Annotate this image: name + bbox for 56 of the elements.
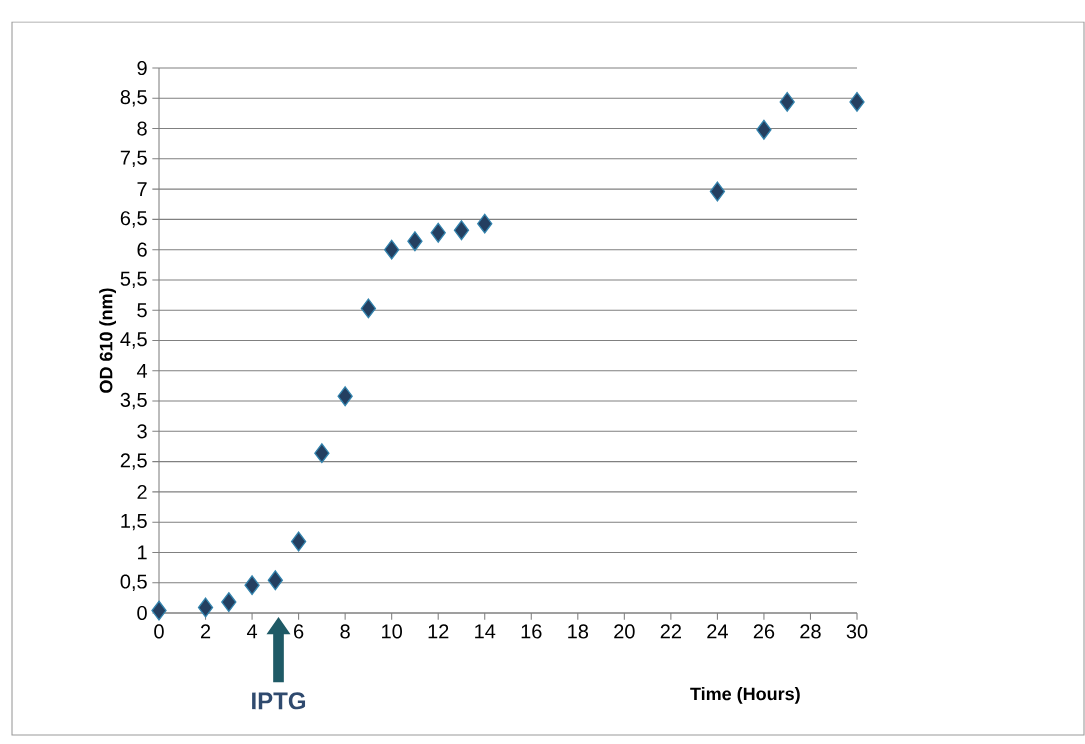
y-tick-label: 6 — [137, 242, 147, 257]
y-tick-label: 2 — [137, 484, 147, 499]
x-tick-label: 8 — [340, 624, 350, 639]
point — [477, 213, 493, 234]
x-tick-label: 10 — [382, 624, 402, 639]
point — [779, 91, 795, 112]
y-tick-label: 1,5 — [121, 514, 147, 531]
y-axis-title: OD 610 (nm) — [99, 288, 117, 393]
x-tick-label: 26 — [753, 624, 775, 639]
x-tick-label: 2 — [200, 624, 211, 639]
point — [151, 600, 167, 621]
y-tick-label: 5,5 — [120, 271, 147, 289]
point — [709, 181, 726, 202]
y-tick-label: 0,5 — [120, 574, 147, 591]
point — [290, 531, 307, 552]
text: IPTG — [252, 692, 306, 710]
y-tick-label: 1 — [138, 545, 147, 560]
point — [756, 119, 772, 140]
point — [197, 597, 214, 618]
point — [314, 443, 330, 464]
y-tick-label: 7 — [137, 182, 147, 196]
y-tick-label: 7,5 — [120, 150, 147, 167]
x-tick-label: 12 — [428, 624, 449, 639]
x-tick-label: 4 — [246, 624, 258, 639]
point — [430, 222, 446, 243]
y-tick-label: 3 — [137, 424, 147, 439]
point — [384, 239, 400, 260]
x-tick-label: 14 — [475, 624, 496, 639]
point — [244, 575, 260, 596]
x-axis-title: Time (Hours) — [690, 687, 800, 704]
point — [849, 91, 865, 112]
x-tick-label: 24 — [707, 624, 728, 639]
point — [453, 220, 470, 241]
y-tick-label: 8 — [137, 121, 147, 136]
y-tick-label: 2,5 — [120, 453, 147, 470]
x-tick-label: 6 — [294, 624, 304, 639]
x-tick-label: 28 — [800, 624, 821, 639]
x-tick-label: 22 — [660, 624, 681, 639]
x-tick-label: 30 — [846, 624, 868, 639]
y-tick-label: 5 — [137, 303, 147, 318]
y-tick-label: 0 — [137, 605, 147, 621]
point — [267, 570, 284, 591]
x-tick-label: 0 — [154, 624, 164, 639]
x-tick-label: 20 — [614, 624, 635, 639]
y-tick-label: 9 — [137, 60, 147, 76]
x-tick-label: 16 — [521, 624, 542, 639]
y-tick-label: 4 — [136, 363, 148, 378]
point — [407, 231, 423, 252]
point — [360, 298, 377, 319]
y-tick-label: 6,5 — [120, 211, 147, 228]
y-tick-label: 4,5 — [120, 332, 147, 349]
x-tick-label: 18 — [568, 624, 589, 639]
y-tick-label: 8,5 — [120, 90, 147, 107]
y-tick-label: 3,5 — [120, 392, 147, 410]
point — [221, 592, 237, 613]
point — [337, 386, 353, 407]
